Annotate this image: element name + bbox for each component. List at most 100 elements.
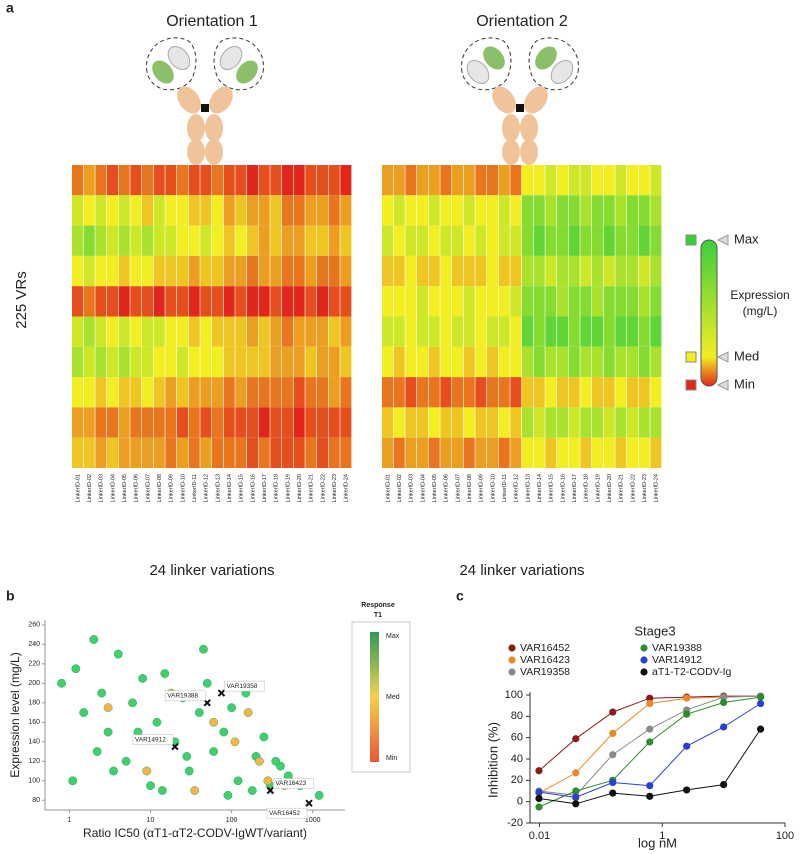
chart-title: Orientation 1 (166, 13, 258, 30)
scatter-point (263, 776, 273, 786)
heatmap-cell (428, 286, 440, 317)
heatmap-cell (650, 255, 662, 287)
x-tick-label: LinkerID-06 (134, 474, 140, 502)
heatmap-cell (615, 316, 627, 347)
heatmap-cell (417, 346, 429, 378)
heatmap-cell (440, 165, 452, 196)
heatmap-cell (452, 437, 464, 468)
heatmap-cell (405, 346, 417, 378)
heatmap-cell (498, 165, 510, 196)
heatmap-cell (498, 407, 510, 438)
heatmap-cell (452, 225, 464, 256)
antibody-icon (461, 37, 579, 165)
heatmap-cell (417, 407, 429, 438)
heatmap-cell (557, 407, 569, 438)
x-tick-label: 100 (776, 830, 794, 842)
heatmap-cell (557, 377, 569, 408)
heatmap-cell (475, 346, 487, 378)
heatmap-cell (293, 437, 305, 468)
heatmap-cell (340, 225, 352, 256)
heatmap-cell (212, 255, 224, 287)
x-tick-label: 1000 (305, 817, 321, 824)
heatmap-cell (428, 437, 440, 468)
heatmap-cell (328, 225, 340, 256)
heatmap-cell (557, 286, 569, 317)
heatmap-cell (282, 255, 294, 287)
heatmap-cell (382, 255, 394, 287)
heatmap-cell (258, 316, 270, 347)
heatmap-cell (428, 407, 440, 438)
heatmap-cell (475, 377, 487, 408)
heatmap-cell (270, 255, 282, 287)
scatter-point (184, 766, 194, 776)
heatmap-cell (463, 225, 475, 256)
heatmap-cell (107, 316, 119, 347)
heatmap-cell (258, 225, 270, 256)
x-tick-label: LinkerID-19 (285, 474, 291, 502)
heatmap-cell (463, 437, 475, 468)
heatmap-cell (83, 195, 95, 226)
heatmap-cell (452, 195, 464, 226)
heatmap-cell (568, 316, 580, 347)
data-point (609, 708, 617, 716)
heatmap-cell (510, 195, 522, 226)
heatmap-cell (212, 195, 224, 226)
heatmap-cell (510, 407, 522, 438)
heatmap-cell (130, 346, 142, 378)
heatmap-cell (568, 346, 580, 378)
heatmap-cell (522, 407, 534, 438)
heatmap-cell (557, 255, 569, 287)
heatmap-cell (603, 316, 615, 347)
highlight-label-box (132, 734, 174, 745)
x-axis-label: 24 linker variations (459, 562, 584, 579)
heatmap-cell (165, 377, 177, 408)
x-tick-label: LinkerID-04 (110, 474, 116, 502)
heatmap-cell (592, 437, 604, 468)
scatter-point (68, 776, 78, 786)
y-tick-label: 180 (28, 700, 40, 707)
heatmap-cell (592, 165, 604, 196)
heatmap-cell (212, 437, 224, 468)
data-point (535, 788, 543, 796)
legend-label: VAR19388 (652, 642, 702, 654)
heatmap-cell (165, 407, 177, 438)
heatmap-cell (142, 316, 154, 347)
data-point (646, 738, 654, 746)
heatmap-cell (212, 165, 224, 196)
scatter-point (199, 644, 208, 654)
heatmap-cell (153, 346, 165, 378)
heatmap-cell (177, 165, 189, 196)
heatmap-cell (305, 195, 317, 226)
heatmap-cell (340, 286, 352, 317)
data-point (572, 769, 580, 777)
x-tick-label: LinkerID-05 (432, 474, 438, 502)
heatmap-cell (440, 346, 452, 378)
x-tick-label: LinkerID-17 (262, 474, 268, 502)
heatmap-cell (247, 437, 259, 468)
heatmap-cell (580, 437, 592, 468)
heatmap-cell (557, 195, 569, 226)
heatmap-cell (487, 377, 499, 408)
heatmap-cell (130, 255, 142, 287)
heatmap-cell (487, 346, 499, 378)
heatmap-cell (545, 316, 557, 347)
heatmap-cell (118, 165, 130, 196)
heatmap-cell (627, 377, 639, 408)
y-tick-label: 20 (511, 774, 523, 786)
y-tick-label: 100 (505, 689, 523, 701)
heatmap-cell (142, 437, 154, 468)
heatmap-cell (592, 255, 604, 287)
colorbar-title: Expression (730, 288, 789, 302)
heatmap-cell (615, 407, 627, 438)
heatmap-cell (130, 407, 142, 438)
heatmap-cell (522, 225, 534, 256)
heatmap-cell (417, 255, 429, 287)
heatmap-cell (475, 165, 487, 196)
heatmap-cell (270, 437, 282, 468)
heatmap-cell (405, 407, 417, 438)
heatmap-cell (282, 225, 294, 256)
heatmap-cell (615, 225, 627, 256)
heatmap-cell (405, 316, 417, 347)
colorbar-title: (mg/L) (743, 304, 778, 318)
heatmap-cell (95, 165, 107, 196)
